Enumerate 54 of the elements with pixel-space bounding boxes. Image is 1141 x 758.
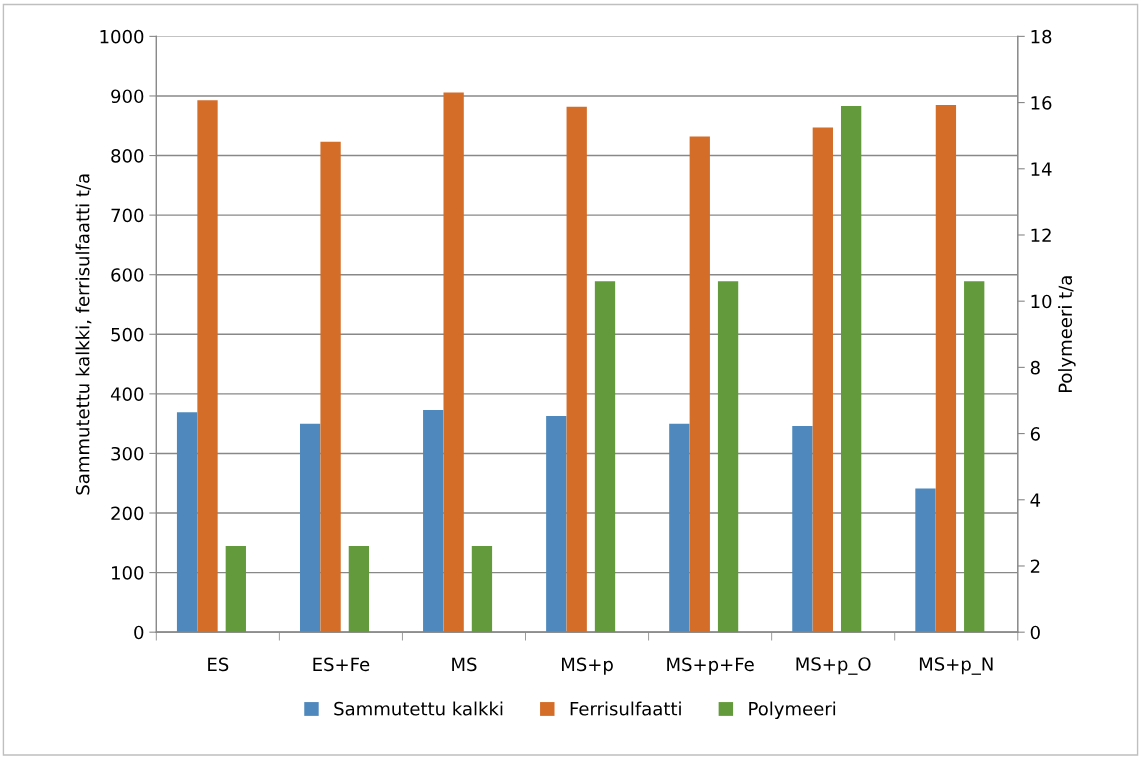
y2-tick-label: 4 (1030, 493, 1041, 507)
y-tick-label: 100 (112, 566, 144, 580)
bar (300, 423, 321, 633)
bar (840, 105, 862, 633)
bar (689, 136, 710, 633)
y-tick-label: 500 (111, 327, 144, 342)
bar (320, 141, 341, 633)
x-tick-label: ES+Fe (313, 657, 370, 672)
bar (471, 546, 493, 633)
x-tick-label: MS+p_O (796, 657, 871, 675)
bar (348, 546, 370, 633)
bar (594, 281, 616, 633)
legend-label: Ferrisulfaatti (570, 701, 681, 716)
bar (792, 426, 813, 633)
bar (669, 423, 690, 633)
y2-tick-label: 14 (1031, 162, 1052, 176)
x-tick-label: MS+p_N (919, 657, 993, 675)
x-tick-label: ES (208, 657, 229, 672)
bar (443, 92, 464, 633)
bar (176, 412, 198, 633)
y-tick-label: 0 (134, 625, 144, 640)
bar (935, 104, 957, 633)
bar (197, 100, 218, 633)
y-tick-label: 700 (111, 208, 144, 223)
bar (423, 409, 444, 633)
x-tick-label: MS (452, 657, 477, 672)
y2-tick-label: 10 (1031, 294, 1052, 309)
x-tick-label: MS+p (562, 657, 613, 675)
bar (566, 106, 587, 633)
legend-label: Polymeeri (749, 701, 836, 720)
y-tick-label: 900 (111, 89, 144, 104)
y-tick-label: 300 (111, 446, 144, 461)
y-axis-title: Sammutettu kalkki, ferrisulfaatti t/a (75, 174, 92, 495)
bar (964, 281, 985, 633)
y2-tick-label: 12 (1031, 228, 1051, 242)
bar (812, 127, 833, 633)
y-tick-label: 800 (111, 149, 144, 163)
y2-tick-label: 2 (1030, 559, 1040, 573)
legend-label: Sammutettu kalkki (334, 701, 503, 716)
bar (225, 546, 246, 633)
y2-tick-label: 6 (1030, 427, 1040, 441)
y-tick-label: 200 (111, 506, 144, 521)
y2-tick-label: 8 (1030, 360, 1040, 375)
bar (915, 488, 936, 633)
y-tick-label: 400 (110, 387, 144, 401)
y2-axis-title: Polymeeri t/a (1058, 276, 1076, 393)
x-tick-label: MS+p+Fe (667, 657, 754, 675)
y-tick-label: 1000 (100, 29, 144, 44)
bar (546, 415, 567, 633)
bar (717, 281, 739, 633)
y2-tick-label: 0 (1030, 625, 1040, 640)
y2-tick-label: 18 (1031, 29, 1052, 44)
y-tick-label: 600 (111, 268, 144, 282)
y2-tick-label: 16 (1031, 96, 1052, 110)
